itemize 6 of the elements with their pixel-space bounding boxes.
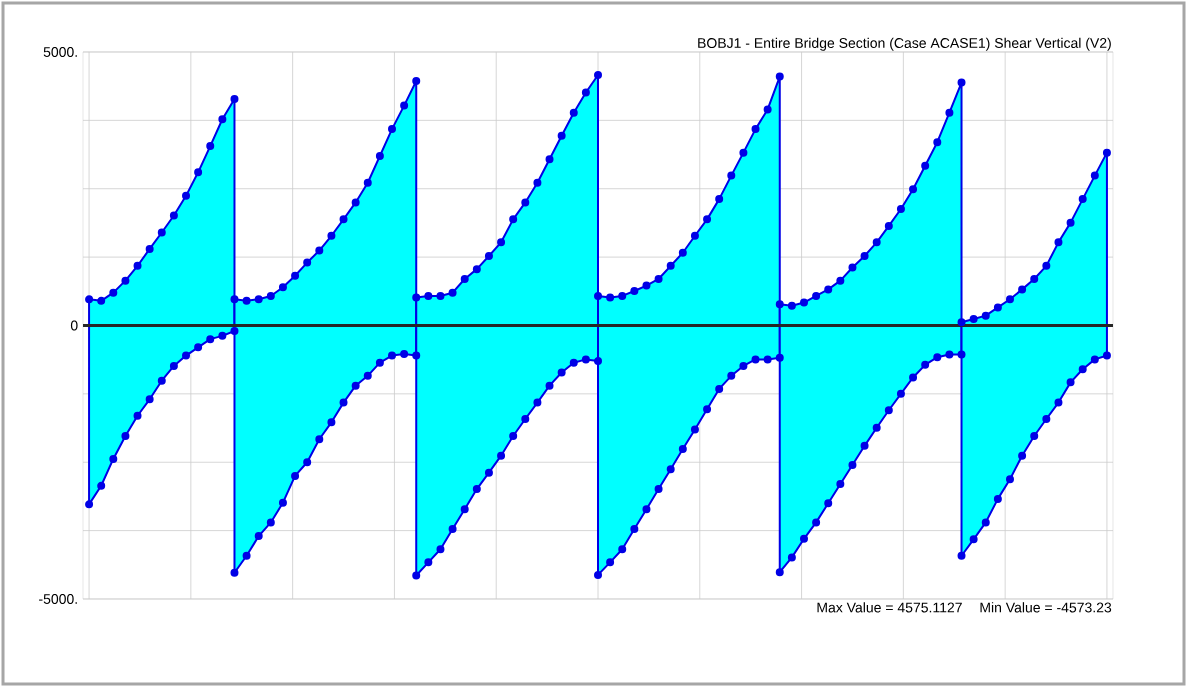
text: Max Value = 4575.1127 bbox=[817, 602, 962, 613]
text: Min Value = -4573.23 bbox=[980, 602, 1112, 613]
y-tick-label: 5000. bbox=[43, 47, 77, 57]
y-tick-label: -5000. bbox=[39, 594, 77, 604]
chart-title: BOBJ1 - Entire Bridge Section (Case ACASE1) Shear Vertical (V2) bbox=[698, 37, 1111, 51]
y-tick-label: 0 bbox=[70, 320, 78, 331]
